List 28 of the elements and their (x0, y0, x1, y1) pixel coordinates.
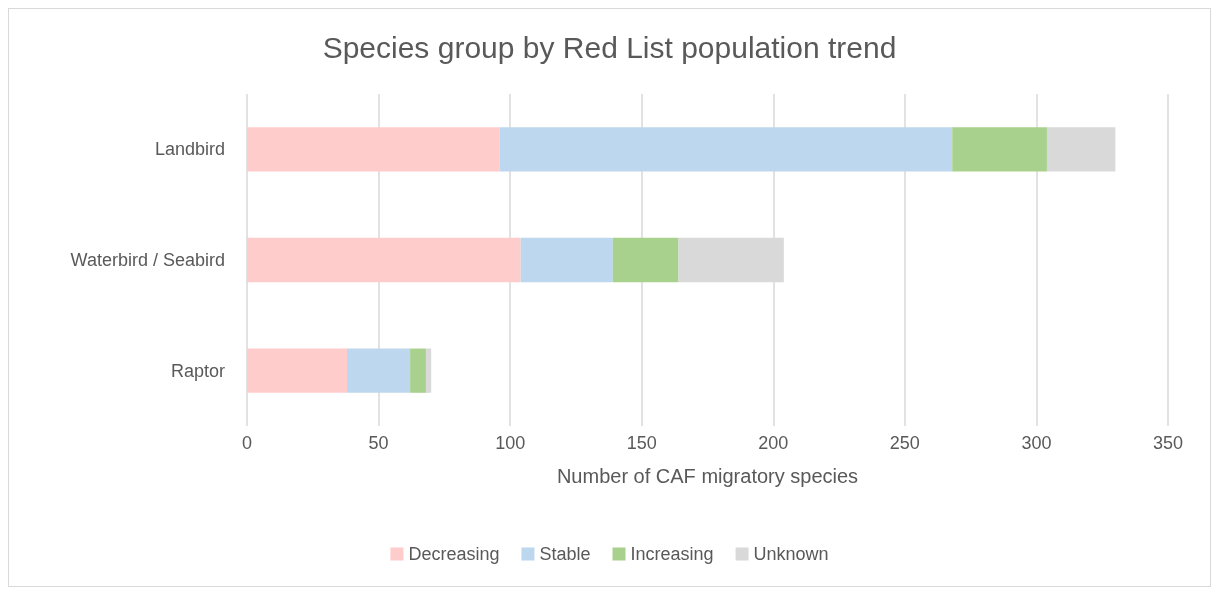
x-tick-label: 350 (1152, 433, 1184, 453)
x-axis-title: Number of CAF migratory species (556, 465, 859, 487)
bar (612, 237, 679, 283)
bar (247, 237, 521, 283)
bar (346, 348, 411, 393)
x-tick-label: 50 (368, 433, 389, 453)
bar (425, 348, 432, 393)
x-tick-label: 250 (889, 433, 920, 453)
bar (410, 348, 426, 393)
legend-label: Decreasing (408, 544, 500, 564)
y-tick-label: Raptor (170, 360, 225, 381)
x-tick-label: 150 (626, 433, 657, 453)
bar (1046, 127, 1116, 172)
legend-label: Increasing (630, 544, 714, 564)
x-tick-label: 200 (758, 433, 789, 453)
x-tick-label: 0 (241, 433, 253, 453)
bar (520, 237, 613, 283)
y-tick-label: Landbird (154, 139, 225, 160)
bar (247, 348, 347, 393)
legend-label: Unknown (753, 544, 829, 564)
x-tick-label: 100 (495, 433, 526, 453)
bar (499, 127, 953, 172)
legend-label: Stable (539, 544, 591, 564)
bar (952, 127, 1047, 172)
chart-title: Species group by Red List population trend (322, 30, 897, 64)
y-tick-label: Waterbird / Seabird (70, 250, 225, 270)
x-tick-label: 300 (1021, 433, 1052, 453)
bar (247, 127, 500, 172)
